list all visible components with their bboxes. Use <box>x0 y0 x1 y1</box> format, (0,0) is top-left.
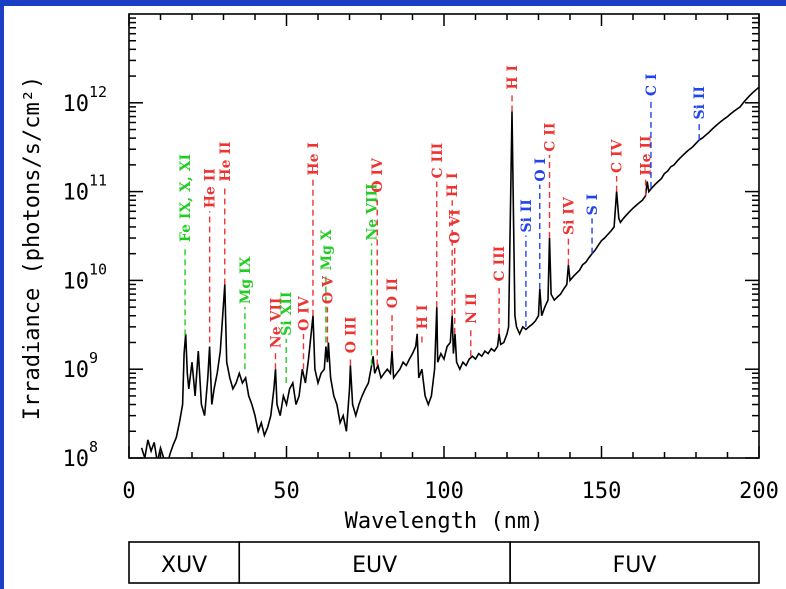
y-tick-exponent: 9 <box>89 349 98 367</box>
line-label: O V <box>320 275 336 304</box>
line-label: C III <box>492 246 508 282</box>
line-label: H I <box>415 305 431 330</box>
y-tick-label: 10 <box>63 181 90 206</box>
plot-frame <box>128 13 760 459</box>
line-label: O III <box>343 317 359 354</box>
line-label: O VI <box>448 209 464 243</box>
line-label: O II <box>385 278 401 308</box>
band-label: FUV <box>613 553 657 578</box>
line-label: Si II <box>519 199 535 232</box>
y-tick-label: 10 <box>63 269 90 294</box>
line-label: Fe IX, X, XI <box>178 154 194 242</box>
x-tick-label: 100 <box>424 479 464 504</box>
spectral-band-bar: XUV EUV FUV <box>128 541 760 584</box>
x-tick-label: 150 <box>582 479 622 504</box>
y-tick-exponent: 12 <box>89 83 107 101</box>
line-label: Si IV <box>561 196 577 235</box>
line-label: H I <box>445 173 461 198</box>
line-label: Si II <box>692 86 708 119</box>
y-tick-exponent: 10 <box>89 260 107 278</box>
line-label: C I <box>644 74 660 97</box>
line-label: Mg IX <box>238 256 254 304</box>
line-label: He II <box>639 136 655 176</box>
band-label: XUV <box>161 553 207 578</box>
x-tick-label: 0 <box>122 479 135 504</box>
line-label: He II <box>218 141 234 181</box>
y-tick-exponent: 8 <box>89 438 98 456</box>
band-box <box>509 541 760 584</box>
line-label: O IV <box>297 295 313 331</box>
line-label: O I <box>533 158 549 182</box>
line-label: C III <box>430 143 446 179</box>
line-label: N II <box>464 293 480 324</box>
x-axis-label: Wavelength (nm) <box>345 509 544 534</box>
line-label: O IV <box>370 157 386 193</box>
y-tick-label: 10 <box>63 92 90 117</box>
line-label: H I <box>505 65 521 90</box>
line-label: C II <box>543 123 559 152</box>
line-label: C IV <box>610 138 626 173</box>
band-label: EUV <box>352 553 397 578</box>
y-tick-exponent: 11 <box>89 172 107 190</box>
line-label: He I <box>306 142 322 176</box>
x-tick-label: 50 <box>273 479 300 504</box>
x-tick-label: 200 <box>739 479 779 504</box>
y-axis-label: Irradiance (photons/s/cm²) <box>20 76 45 420</box>
line-label: Mg X <box>319 229 335 270</box>
spectrum-line <box>140 86 759 458</box>
line-label: Si XII <box>279 292 295 336</box>
line-label: Ne VII <box>268 298 284 349</box>
line-label: He II <box>203 168 219 208</box>
band-box <box>238 541 511 584</box>
line-label: Ne VIII <box>365 183 381 240</box>
line-label: S I <box>585 194 601 216</box>
y-tick-label: 10 <box>63 358 90 383</box>
y-tick-label: 10 <box>63 447 90 472</box>
